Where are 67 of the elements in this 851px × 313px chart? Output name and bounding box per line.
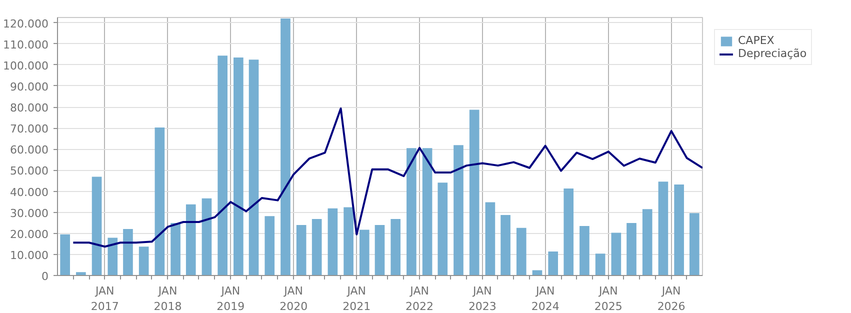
bar bbox=[202, 198, 212, 276]
bar bbox=[280, 18, 290, 276]
bar bbox=[469, 110, 480, 276]
x-tick-label: JAN 2018 bbox=[154, 284, 182, 313]
x-tick-label: JAN 2023 bbox=[468, 284, 496, 313]
y-tick-label: 70.000 bbox=[10, 122, 49, 136]
legend-label: CAPEX bbox=[738, 34, 774, 47]
bar bbox=[312, 219, 322, 276]
bar bbox=[123, 228, 133, 276]
bar bbox=[516, 228, 526, 276]
bar bbox=[218, 56, 228, 276]
y-tick-label: 40.000 bbox=[10, 186, 49, 199]
bar bbox=[92, 176, 102, 276]
bar bbox=[138, 246, 149, 276]
bar bbox=[248, 60, 259, 276]
x-tick-label: JAN 2022 bbox=[406, 284, 434, 313]
x-tick-label: JAN 2019 bbox=[216, 284, 245, 313]
y-tick-label: 120.000 bbox=[3, 17, 49, 30]
bar bbox=[438, 182, 448, 276]
x-tick-label: JAN 2017 bbox=[90, 284, 119, 313]
bar bbox=[374, 224, 385, 276]
y-tick-label: 60.000 bbox=[10, 144, 49, 157]
bar bbox=[548, 251, 558, 276]
x-tick-label: JAN 2024 bbox=[531, 284, 560, 313]
y-tick-label: 90.000 bbox=[10, 80, 49, 94]
bar bbox=[264, 216, 275, 276]
bar bbox=[454, 145, 464, 276]
bar bbox=[674, 184, 684, 276]
bar bbox=[500, 215, 510, 276]
x-tick-label: JAN 2025 bbox=[594, 284, 622, 313]
bar bbox=[611, 232, 622, 276]
line-series bbox=[72, 107, 702, 248]
y-tick-label: 110.000 bbox=[3, 38, 49, 52]
y-tick-label: 20.000 bbox=[10, 228, 49, 241]
bar bbox=[328, 208, 338, 276]
y-tick-label: 10.000 bbox=[10, 248, 49, 262]
bar bbox=[170, 223, 180, 276]
bar bbox=[234, 58, 244, 276]
bar bbox=[658, 182, 668, 276]
bar bbox=[485, 202, 496, 276]
bar bbox=[108, 238, 118, 276]
bar bbox=[390, 219, 401, 276]
bar bbox=[422, 148, 432, 276]
bar bbox=[532, 270, 542, 276]
y-tick-label: 80.000 bbox=[10, 102, 49, 115]
y-tick-label: 30.000 bbox=[10, 206, 49, 220]
x-tick-label: JAN 2021 bbox=[342, 284, 371, 313]
bar bbox=[642, 209, 652, 276]
x-tick-label: JAN 2020 bbox=[280, 284, 308, 313]
y-tick-label: 0 bbox=[42, 270, 48, 283]
bar bbox=[154, 127, 165, 276]
bar bbox=[580, 226, 590, 276]
bar bbox=[76, 272, 86, 276]
bar bbox=[564, 188, 574, 276]
bar bbox=[626, 223, 636, 276]
x-tick-label: JAN 2026 bbox=[657, 284, 686, 313]
bar bbox=[344, 207, 354, 276]
bar bbox=[296, 224, 306, 276]
bar bbox=[689, 213, 700, 276]
y-tick-label: 50.000 bbox=[10, 164, 49, 178]
bar bbox=[406, 148, 416, 276]
bar bbox=[186, 204, 196, 276]
bar bbox=[60, 234, 70, 276]
legend-label: Depreciação bbox=[738, 47, 807, 60]
y-tick-label: 100.000 bbox=[3, 59, 49, 72]
bar bbox=[595, 254, 606, 276]
bar bbox=[359, 230, 370, 276]
